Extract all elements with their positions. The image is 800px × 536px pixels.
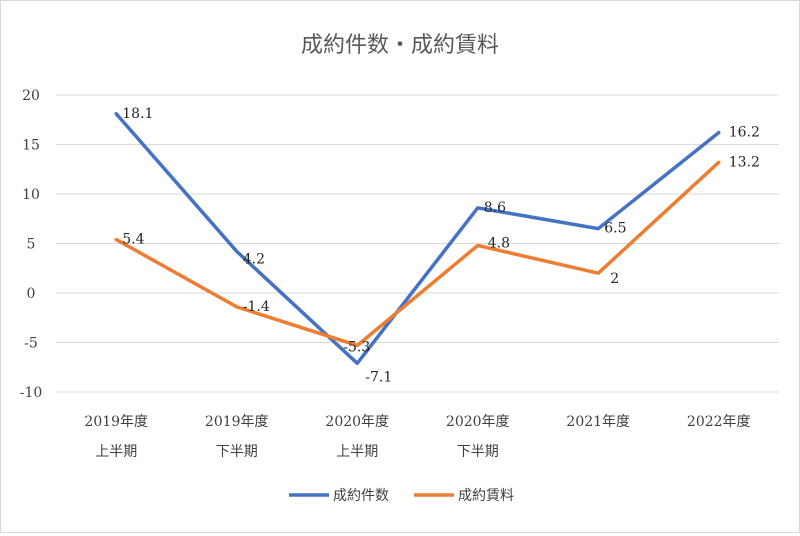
data-label: 4.8 xyxy=(488,235,510,251)
data-labels: 18.1 4.2 -7.1 8.6 6.5 16.2 5.4 -1.4 -5.3 4.8 2 13.2 xyxy=(122,106,760,385)
y-tick-label: 10 xyxy=(22,187,40,203)
legend-label-1: 成約件数 xyxy=(333,488,389,504)
data-label: 2 xyxy=(610,271,619,287)
y-tick-label: 5 xyxy=(27,237,36,253)
data-label: 5.4 xyxy=(122,232,144,248)
data-label: 18.1 xyxy=(122,106,153,122)
series-line-1 xyxy=(114,112,721,366)
data-label: -1.4 xyxy=(243,299,270,315)
data-label: 6.5 xyxy=(604,221,626,237)
data-label: -7.1 xyxy=(365,369,392,385)
x-tick-label: 2019年度下半期 xyxy=(205,414,269,460)
series-lines xyxy=(114,112,721,366)
series-line-2 xyxy=(114,160,721,348)
y-axis-ticks: 20 15 10 5 0 -5 -10 xyxy=(20,88,43,401)
data-label: -5.3 xyxy=(343,339,370,355)
data-label: 16.2 xyxy=(729,125,760,141)
data-label: 13.2 xyxy=(729,154,760,170)
y-tick-label: 20 xyxy=(22,88,40,104)
y-tick-label: -10 xyxy=(20,385,43,401)
y-tick-label: 15 xyxy=(22,138,40,154)
x-tick-label: 2022年度 xyxy=(687,414,751,430)
y-tick-label: 0 xyxy=(27,286,36,302)
x-tick-label: 2020年度上半期 xyxy=(325,414,389,460)
chart-title: 成約件数・成約賃料 xyxy=(301,33,499,58)
y-tick-label: -5 xyxy=(24,336,38,352)
x-tick-label: 2020年度下半期 xyxy=(446,414,510,460)
data-label: 8.6 xyxy=(484,200,506,216)
x-tick-label: 2021年度 xyxy=(566,414,630,430)
legend: 成約件数 成約賃料 xyxy=(289,488,514,504)
legend-label-2: 成約賃料 xyxy=(458,488,514,504)
x-tick-label: 2019年度上半期 xyxy=(84,414,148,460)
gridlines xyxy=(56,94,779,393)
x-axis-ticks: 2019年度上半期 2019年度下半期 2020年度上半期 2020年度下半期 2021… xyxy=(84,414,750,460)
data-label: 4.2 xyxy=(243,251,265,267)
